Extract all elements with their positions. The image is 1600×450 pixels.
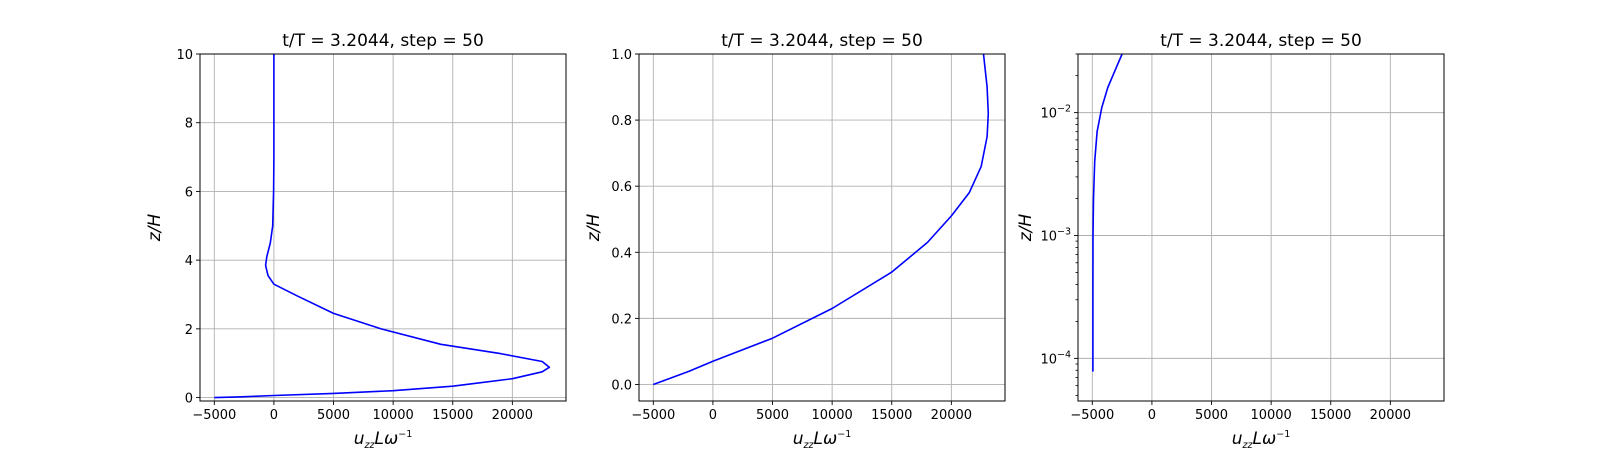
y-tick-label: 0.0 [611, 378, 632, 393]
y-tick-label: 10−2 [1040, 104, 1071, 122]
y-tick-label: 2 [185, 323, 193, 338]
y-tick-label: 0.2 [611, 312, 632, 327]
data-line [1092, 53, 1123, 372]
x-tick-label: 15000 [871, 408, 912, 423]
y-tick-label: 6 [185, 185, 193, 200]
x-tick-label: 20000 [492, 408, 533, 423]
x-tick-label: 20000 [931, 408, 972, 423]
chart-panel-2: −5000 0 5000 10000 15000 20000 0.0 0.2 0.4 0.6 0.8… [584, 31, 1006, 450]
y-tick-label: 10−4 [1040, 349, 1071, 367]
data-line [653, 53, 990, 386]
x-tick-label: 5000 [756, 408, 789, 423]
x-tick-label: 20000 [1370, 408, 1411, 423]
plot-frame [1077, 53, 1445, 402]
panel-title: t/T = 3.2044, step = 50 [1160, 31, 1362, 51]
y-tick-label: 0 [185, 392, 193, 407]
panel-title: t/T = 3.2044, step = 50 [721, 31, 923, 51]
x-tick-label: 0 [270, 408, 278, 423]
plot-frame [638, 53, 1006, 402]
x-tick-label: 10000 [1250, 408, 1291, 423]
y-axis-label: z/H [584, 214, 604, 243]
y-tick-label: 8 [185, 117, 193, 132]
x-tick-label: 10000 [372, 408, 413, 423]
y-tick-label: 0.4 [611, 246, 632, 261]
x-axis-label: uzzLω−1 [354, 429, 413, 450]
chart-panel-3: −5000 0 5000 10000 15000 20000 10−4 10−3 10−2 t/T… [1016, 31, 1445, 450]
y-tick-label: 0.8 [611, 114, 632, 129]
x-axis-label: uzzLω−1 [793, 429, 852, 450]
x-tick-label: −5000 [631, 408, 675, 423]
y-tick-label: 10 [176, 48, 193, 63]
y-axis-label: z/H [145, 214, 165, 243]
data-line [214, 54, 551, 399]
x-axis-label: uzzLω−1 [1232, 429, 1291, 450]
x-tick-label: 10000 [811, 408, 852, 423]
x-tick-label: 5000 [317, 408, 350, 423]
y-tick-label: 1.0 [611, 48, 632, 63]
x-tick-label: 0 [709, 408, 717, 423]
y-tick-label: 0.6 [611, 180, 632, 195]
x-tick-label: −5000 [1070, 408, 1114, 423]
x-tick-label: 0 [1148, 408, 1156, 423]
x-tick-label: 15000 [1310, 408, 1351, 423]
y-axis-label: z/H [1016, 214, 1036, 243]
plot-frame [199, 53, 567, 402]
x-tick-label: 15000 [432, 408, 473, 423]
y-tick-label: 4 [185, 254, 193, 269]
x-tick-label: 5000 [1195, 408, 1228, 423]
y-tick-label: 10−3 [1040, 227, 1071, 245]
panel-title: t/T = 3.2044, step = 50 [282, 31, 484, 51]
x-tick-label: −5000 [192, 408, 236, 423]
